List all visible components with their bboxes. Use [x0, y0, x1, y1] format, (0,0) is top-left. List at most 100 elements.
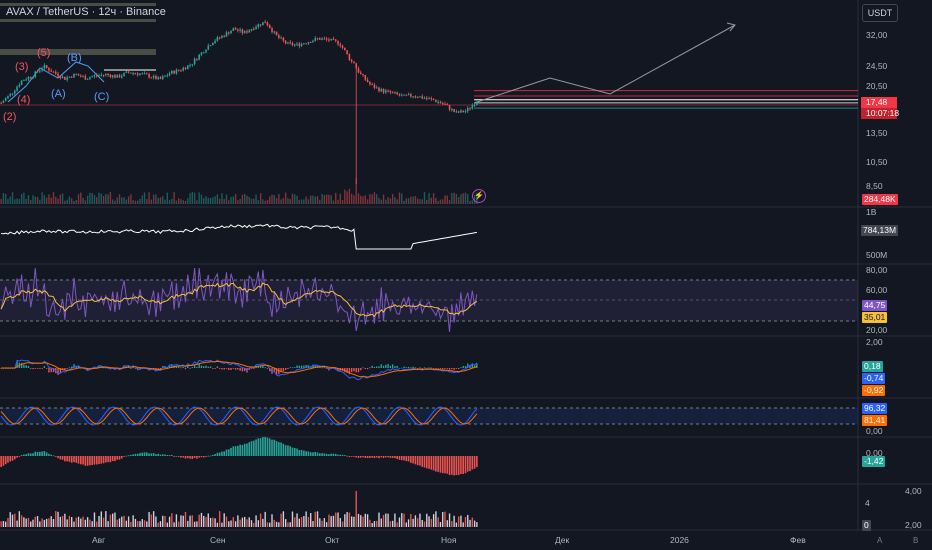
candle-body[interactable]	[139, 73, 141, 75]
candle-body[interactable]	[57, 73, 59, 77]
candle-body[interactable]	[291, 42, 294, 46]
candle-body[interactable]	[189, 64, 191, 66]
candle-body[interactable]	[102, 74, 105, 76]
candle-body[interactable]	[146, 73, 148, 75]
candle-body[interactable]	[207, 45, 210, 50]
candle-body[interactable]	[460, 110, 462, 113]
candle-body[interactable]	[316, 38, 319, 40]
candle-body[interactable]	[223, 35, 226, 37]
candle-body[interactable]	[80, 75, 82, 77]
candle-body[interactable]	[168, 73, 171, 76]
candle-body[interactable]	[319, 38, 321, 40]
candle-body[interactable]	[54, 71, 57, 74]
candle-body[interactable]	[414, 96, 417, 98]
candle-body[interactable]	[353, 61, 355, 64]
candle-body[interactable]	[471, 105, 474, 109]
candle-body[interactable]	[98, 75, 100, 77]
candle-body[interactable]	[155, 75, 157, 80]
candle-body[interactable]	[59, 76, 62, 79]
candle-body[interactable]	[457, 111, 460, 113]
candle-body[interactable]	[364, 75, 367, 80]
candle-body[interactable]	[132, 73, 134, 75]
candle-body[interactable]	[473, 105, 476, 107]
candle-body[interactable]	[275, 31, 278, 36]
candle-body[interactable]	[405, 94, 408, 96]
candle-body[interactable]	[423, 98, 426, 100]
candle-body[interactable]	[230, 30, 232, 34]
bolt-icon[interactable]: ⚡	[472, 189, 486, 203]
candle-body[interactable]	[280, 37, 282, 39]
candle-body[interactable]	[234, 28, 237, 30]
candle-body[interactable]	[444, 103, 446, 105]
candle-body[interactable]	[403, 94, 405, 96]
candle-body[interactable]	[89, 77, 91, 79]
candle-body[interactable]	[307, 42, 310, 44]
candle-body[interactable]	[441, 103, 444, 105]
candle-body[interactable]	[107, 73, 109, 75]
log-scale-button[interactable]: B	[913, 536, 919, 545]
candle-body[interactable]	[305, 43, 307, 45]
candle-body[interactable]	[143, 73, 146, 75]
candle-body[interactable]	[407, 94, 410, 96]
candle-body[interactable]	[419, 96, 421, 98]
candle-body[interactable]	[11, 93, 14, 95]
candle-body[interactable]	[268, 25, 271, 29]
candle-body[interactable]	[425, 98, 428, 100]
candle-body[interactable]	[289, 42, 292, 44]
candle-body[interactable]	[464, 111, 467, 113]
candle-body[interactable]	[248, 30, 251, 33]
candle-body[interactable]	[394, 92, 396, 94]
candle-body[interactable]	[355, 63, 358, 69]
candle-body[interactable]	[398, 94, 401, 96]
candle-body[interactable]	[243, 31, 246, 33]
candle-body[interactable]	[45, 65, 48, 68]
candle-body[interactable]	[300, 43, 303, 47]
candle-body[interactable]	[177, 69, 180, 71]
candle-body[interactable]	[455, 111, 458, 113]
candle-body[interactable]	[266, 22, 269, 26]
candle-body[interactable]	[346, 50, 348, 55]
candle-body[interactable]	[259, 24, 262, 26]
candle-body[interactable]	[287, 42, 289, 44]
candle-body[interactable]	[212, 42, 214, 46]
candle-body[interactable]	[180, 70, 182, 72]
candle-body[interactable]	[339, 44, 342, 46]
candle-body[interactable]	[123, 72, 125, 76]
candle-body[interactable]	[375, 87, 378, 89]
candle-body[interactable]	[412, 96, 414, 98]
candle-body[interactable]	[13, 90, 16, 94]
candle-body[interactable]	[141, 73, 144, 75]
candle-body[interactable]	[27, 77, 30, 80]
currency-button[interactable]: USDT	[862, 4, 898, 22]
candle-body[interactable]	[273, 31, 276, 33]
candle-body[interactable]	[430, 98, 433, 100]
candle-body[interactable]	[232, 28, 235, 31]
candle-body[interactable]	[332, 38, 335, 40]
candle-body[interactable]	[469, 108, 471, 110]
candle-body[interactable]	[186, 65, 189, 70]
candle-body[interactable]	[202, 52, 205, 54]
candle-body[interactable]	[298, 43, 301, 47]
candle-body[interactable]	[371, 84, 373, 86]
candle-body[interactable]	[241, 29, 244, 33]
candle-body[interactable]	[303, 43, 305, 45]
candle-body[interactable]	[95, 75, 98, 77]
candle-body[interactable]	[366, 79, 369, 83]
candle-body[interactable]	[73, 73, 75, 78]
candle-body[interactable]	[214, 40, 216, 43]
candle-body[interactable]	[70, 76, 73, 78]
candle-body[interactable]	[410, 94, 412, 97]
candle-body[interactable]	[18, 84, 21, 87]
candle-body[interactable]	[23, 80, 25, 82]
candle-body[interactable]	[136, 73, 139, 75]
candle-body[interactable]	[416, 96, 419, 98]
symbol-title[interactable]: AVAX / TetherUS · 12ч · Binance	[6, 6, 166, 18]
candle-body[interactable]	[64, 76, 66, 80]
candle-body[interactable]	[246, 31, 248, 33]
candle-body[interactable]	[237, 29, 239, 31]
candle-body[interactable]	[216, 37, 219, 41]
candle-body[interactable]	[325, 38, 328, 40]
candle-body[interactable]	[200, 52, 203, 55]
candle-body[interactable]	[84, 76, 87, 80]
candle-body[interactable]	[278, 35, 280, 38]
